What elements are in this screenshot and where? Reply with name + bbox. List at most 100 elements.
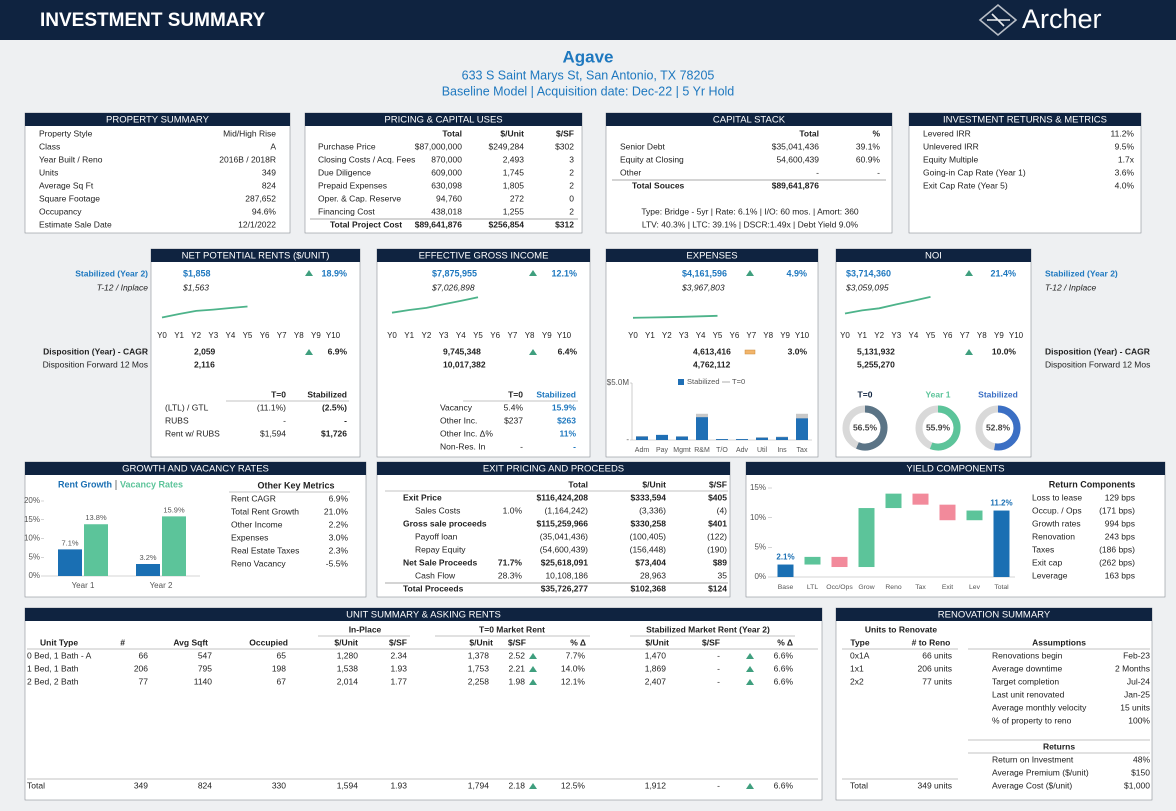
metric-value: $3,714,360	[846, 268, 891, 278]
table-cell: $405	[708, 492, 727, 502]
table-cell: 1,745	[503, 167, 525, 177]
metric-forward: 10,017,382	[443, 359, 486, 369]
panel-title-bar	[836, 249, 1031, 262]
table-cell: $116,424,208	[536, 492, 588, 502]
table-cell: (100,405)	[630, 531, 667, 541]
table-cell: $35,041,436	[772, 141, 820, 151]
table-cell: 1140	[194, 676, 213, 686]
table-cell: 129 bps	[1105, 492, 1135, 502]
waterfall-bar	[858, 508, 875, 568]
table-cell: Repay Equity	[415, 544, 466, 554]
panel	[835, 607, 1153, 801]
panel-title: EXIT PRICING AND PROCEEDS	[483, 464, 624, 475]
table-cell: 1,255	[503, 206, 525, 216]
table-cell: 77 units	[922, 676, 952, 686]
section-title: Units to Renovate	[865, 624, 938, 634]
x-tick-label: Grow	[858, 584, 874, 591]
table-cell: -	[717, 780, 720, 790]
metric-inplace: $3,967,803	[681, 282, 725, 292]
table-cell: 1,869	[645, 663, 667, 673]
x-tick-label: Tax	[915, 584, 926, 591]
legend-label: Vacancy Rates	[120, 479, 183, 489]
table-cell: (156,448)	[630, 544, 667, 554]
table-cell: 12.1%	[561, 676, 586, 686]
table-cell: 66 units	[922, 650, 952, 660]
table-cell: -	[717, 663, 720, 673]
table-cell: 198	[272, 663, 286, 673]
table-cell: 2	[569, 167, 574, 177]
table-cell: 11.2%	[1111, 128, 1135, 138]
y-tick-label: -	[626, 435, 629, 444]
table-cell: 4.0%	[1115, 180, 1135, 190]
side-label: T-12 / Inplace	[97, 282, 148, 292]
x-tick-label: Y7	[960, 331, 970, 340]
table-cell: 65	[277, 650, 287, 660]
table-cell: -	[520, 441, 523, 451]
table-cell: 795	[198, 663, 212, 673]
table-cell: $/SF	[709, 479, 727, 489]
x-tick-label: Y4	[909, 331, 919, 340]
table-cell: $256,854	[489, 219, 525, 229]
bar	[636, 436, 648, 440]
x-tick-label: Y7	[508, 331, 518, 340]
table-cell: 28,963	[640, 570, 666, 580]
table-cell: 243 bps	[1105, 531, 1135, 541]
up-arrow	[746, 783, 754, 789]
x-tick-label: Y10	[326, 331, 341, 340]
table-cell: Sales Costs	[415, 505, 460, 515]
up-arrow	[529, 666, 537, 672]
side-label: Stabilized (Year 2)	[75, 268, 148, 278]
up-arrow	[305, 270, 313, 276]
table-cell: Total	[442, 128, 462, 138]
x-tick-label: Y4	[696, 331, 706, 340]
donut-value: 52.8%	[986, 422, 1011, 432]
waterfall-bar	[804, 556, 821, 565]
page-title: INVESTMENT SUMMARY	[40, 10, 266, 31]
x-tick-label: Occ/Ops	[826, 584, 853, 591]
table-cell: Rent CAGR	[231, 493, 276, 503]
table-cell: 349	[262, 167, 276, 177]
x-tick-label: Y9	[542, 331, 552, 340]
x-tick-label: Y6	[730, 331, 740, 340]
table-cell: Property Style	[39, 128, 93, 138]
table-cell: Financing Cost	[318, 206, 375, 216]
x-tick-label: Y10	[557, 331, 572, 340]
table-cell: 1x1	[850, 663, 864, 673]
table-cell: $1,594	[260, 428, 286, 438]
panel-title-bar	[746, 462, 1165, 475]
up-arrow	[529, 653, 537, 659]
donut-label: Year 1	[925, 389, 950, 399]
legend-label: T=0	[732, 377, 745, 386]
waterfall-bar	[939, 504, 956, 521]
table-cell: Cash Flow	[415, 570, 456, 580]
x-tick-label: Y5	[243, 331, 253, 340]
table-cell: 0x1A	[850, 650, 870, 660]
table-cell: Mid/High Rise	[223, 128, 276, 138]
table-cell: Real Estate Taxes	[231, 545, 299, 555]
up-arrow	[746, 666, 754, 672]
x-tick-label: Y3	[208, 331, 218, 340]
donut-label: Stabilized	[978, 389, 1018, 399]
table-cell: Payoff loan	[415, 531, 458, 541]
table-cell: Other Inc.	[440, 415, 477, 425]
property-address: 633 S Saint Marys St, San Antonio, TX 78…	[462, 68, 715, 82]
table-cell: Average Cost ($/unit)	[992, 780, 1072, 790]
table-cell: (186 bps)	[1099, 544, 1135, 554]
table-cell: 12.5%	[561, 780, 586, 790]
bar	[84, 524, 108, 576]
table-cell: -	[717, 650, 720, 660]
y-tick-label: 5%	[754, 542, 766, 551]
metric-value: $4,161,596	[682, 268, 727, 278]
table-cell: 2.18	[508, 780, 525, 790]
table-cell: % of property to reno	[992, 715, 1072, 725]
donut-value: 56.5%	[853, 422, 878, 432]
metric-cagr: 6.9%	[328, 346, 348, 356]
table-cell: 2 Bed, 2 Bath	[27, 676, 79, 686]
x-tick-label: Total	[994, 584, 1009, 591]
panel-title-bar	[909, 113, 1141, 126]
table-cell: (190)	[707, 544, 727, 554]
table-cell: Exit Cap Rate (Year 5)	[923, 180, 1008, 190]
metric-change: 12.1%	[551, 268, 577, 278]
table-cell: Leverage	[1032, 570, 1068, 580]
